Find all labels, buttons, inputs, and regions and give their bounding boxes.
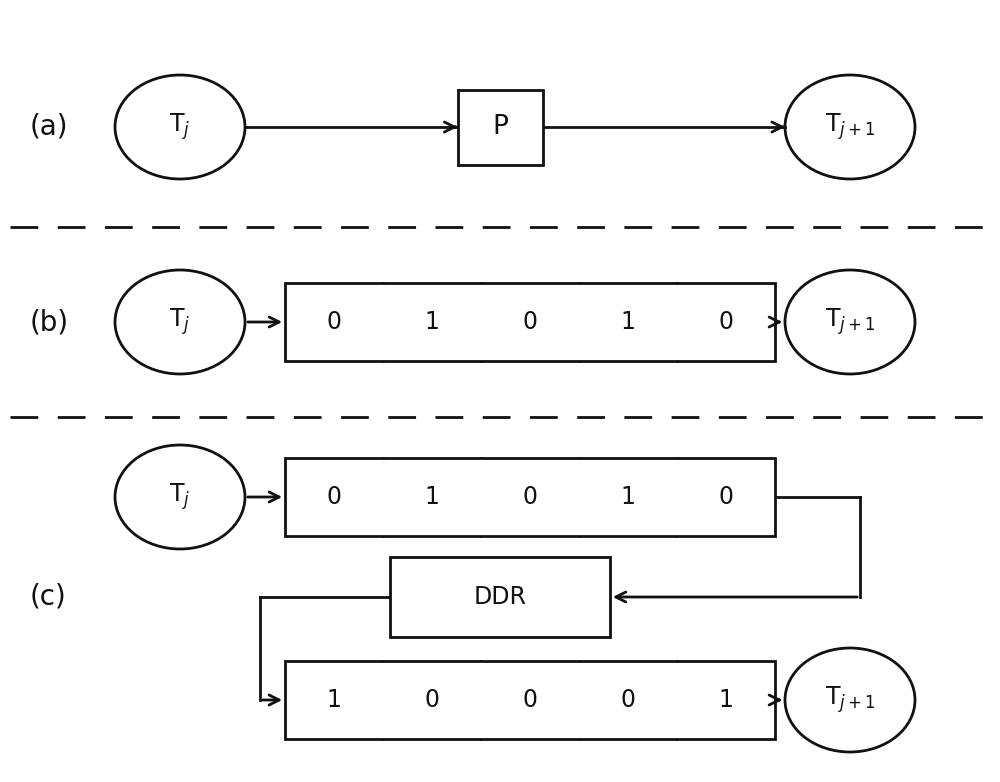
- Bar: [390, 557, 610, 637]
- Bar: [285, 458, 775, 536]
- Text: T$_j$: T$_j$: [169, 482, 191, 512]
- Text: 0: 0: [326, 485, 342, 509]
- Text: 1: 1: [719, 688, 733, 712]
- Text: 1: 1: [425, 310, 439, 334]
- Bar: [285, 661, 775, 739]
- Text: DDR: DDR: [474, 585, 526, 609]
- Text: (a): (a): [30, 113, 68, 141]
- Text: (c): (c): [30, 583, 67, 611]
- Text: 0: 0: [523, 310, 538, 334]
- Text: T$_{j+1}$: T$_{j+1}$: [825, 112, 875, 142]
- Text: 1: 1: [621, 485, 635, 509]
- Text: T$_j$: T$_j$: [169, 112, 191, 142]
- Text: 1: 1: [425, 485, 439, 509]
- Text: T$_j$: T$_j$: [169, 307, 191, 337]
- Text: T$_{j+1}$: T$_{j+1}$: [825, 685, 875, 716]
- Text: T$_{j+1}$: T$_{j+1}$: [825, 307, 875, 337]
- Bar: [458, 89, 542, 164]
- Text: 1: 1: [621, 310, 635, 334]
- Text: 0: 0: [523, 485, 538, 509]
- Text: (b): (b): [30, 308, 69, 336]
- Text: 0: 0: [620, 688, 636, 712]
- Text: 0: 0: [424, 688, 440, 712]
- Text: P: P: [492, 114, 508, 140]
- Text: 0: 0: [326, 310, 342, 334]
- Bar: [285, 283, 775, 361]
- Text: 0: 0: [718, 310, 734, 334]
- Text: 1: 1: [327, 688, 341, 712]
- Text: 0: 0: [718, 485, 734, 509]
- Text: 0: 0: [523, 688, 538, 712]
